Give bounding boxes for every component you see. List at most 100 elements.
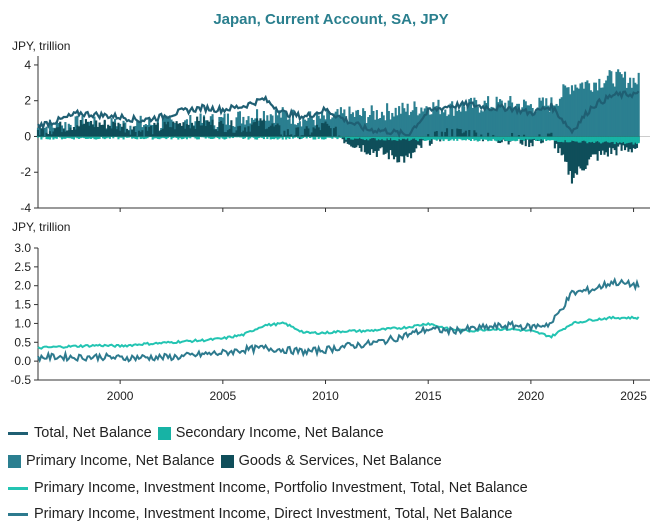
goods-services-bar [192, 126, 195, 137]
legend-swatch-portfolio [8, 486, 28, 490]
secondary-income-bar [422, 136, 425, 140]
goods-services-bar [105, 129, 108, 137]
goods-services-bar [517, 135, 520, 137]
secondary-income-bar [88, 136, 91, 139]
primary-income-bar [315, 111, 319, 137]
secondary-income-bar [125, 136, 129, 138]
primary-income-bar [476, 106, 479, 137]
goods-services-bar [55, 127, 58, 137]
primary-income-bar [627, 82, 630, 137]
goods-services-bar [220, 120, 223, 137]
primary-income-bar [560, 97, 563, 137]
primary-income-bar [391, 112, 394, 137]
primary-income-bar [481, 111, 485, 137]
primary-income-bar [546, 105, 550, 137]
goods-services-bar [95, 120, 98, 137]
goods-services-bar [86, 121, 89, 137]
secondary-income-bar [582, 136, 585, 141]
secondary-income-bar [541, 136, 544, 141]
secondary-income-bar [170, 136, 173, 140]
primary-income-bar [329, 119, 332, 137]
secondary-income-bar [475, 136, 478, 141]
secondary-income-bar [362, 136, 365, 140]
secondary-income-bar [377, 136, 380, 140]
goods-services-bar [190, 122, 194, 137]
secondary-income-bar [521, 136, 524, 141]
secondary-income-bar [331, 136, 334, 139]
secondary-income-bar [586, 136, 589, 144]
goods-services-bar [144, 126, 147, 137]
secondary-income-bar [187, 136, 190, 138]
legend-item-direct: Primary Income, Investment Income, Direc… [8, 506, 512, 522]
goods-services-bar [329, 128, 332, 137]
legend-item-portfolio: Primary Income, Investment Income, Portf… [8, 480, 528, 496]
goods-services-bar [581, 136, 584, 171]
goods-services-bar [276, 123, 279, 137]
goods-services-bar [548, 133, 551, 137]
goods-services-bar [137, 130, 141, 137]
primary-income-bar [341, 113, 344, 137]
secondary-income-bar [98, 136, 101, 139]
secondary-income-bar [149, 136, 153, 138]
goods-services-bar [372, 136, 375, 153]
secondary-income-bar [615, 136, 618, 143]
secondary-income-bar [356, 136, 360, 139]
primary-income-bar [382, 115, 385, 137]
goods-services-bar [223, 132, 226, 137]
primary-income-bar [471, 107, 474, 137]
bottom-y-tick-label: 2.0 [14, 279, 31, 293]
primary-income-bar [392, 116, 396, 137]
goods-services-bar [456, 128, 459, 137]
secondary-income-bar [613, 136, 616, 145]
secondary-income-bar [208, 136, 211, 139]
goods-services-bar [129, 134, 132, 137]
primary-income-bar [375, 110, 378, 137]
secondary-income-bar [291, 136, 295, 139]
secondary-income-bar [623, 136, 627, 144]
secondary-income-bar [353, 136, 356, 139]
top-y-tick-label: -4 [20, 201, 31, 215]
primary-income-bar [339, 107, 342, 137]
secondary-income-bar [399, 136, 402, 141]
goods-services-bar [596, 136, 599, 161]
primary-income-bar [242, 116, 245, 137]
secondary-income-bar [132, 136, 135, 139]
primary-income-bar [485, 103, 488, 137]
secondary-income-bar [67, 136, 70, 139]
secondary-income-bar [370, 136, 373, 139]
secondary-income-bar [293, 136, 296, 138]
secondary-income-bar [601, 136, 604, 143]
primary-income-bar [285, 112, 288, 137]
goods-services-bar [324, 121, 327, 137]
goods-services-bar [230, 120, 233, 137]
secondary-income-bar [79, 136, 82, 139]
primary-income-bar [557, 105, 560, 137]
secondary-income-bar [72, 136, 75, 140]
primary-income-bar [60, 125, 64, 137]
secondary-income-bar [180, 136, 183, 140]
goods-services-bar [322, 123, 325, 137]
secondary-income-bar [117, 136, 120, 140]
primary-income-bar [226, 113, 230, 137]
primary-income-bar [389, 119, 392, 137]
goods-services-bar [108, 125, 111, 137]
goods-services-bar [387, 136, 390, 160]
goods-services-bar [107, 124, 110, 137]
goods-services-bar [558, 136, 562, 149]
primary-income-bar [620, 74, 623, 137]
goods-services-bar [225, 132, 228, 137]
primary-income-bar [48, 119, 52, 137]
primary-income-bar [310, 118, 313, 137]
secondary-income-bar [488, 136, 491, 141]
secondary-income-bar [415, 136, 418, 140]
goods-services-bar [120, 126, 123, 137]
primary-income-bar [291, 109, 295, 137]
goods-services-bar [238, 125, 242, 137]
primary-income-bar [447, 114, 450, 137]
primary-income-bar [464, 111, 467, 137]
goods-services-bar [300, 135, 303, 137]
primary-income-bar [442, 112, 445, 137]
primary-income-bar [444, 109, 447, 137]
goods-services-bar [266, 128, 269, 137]
